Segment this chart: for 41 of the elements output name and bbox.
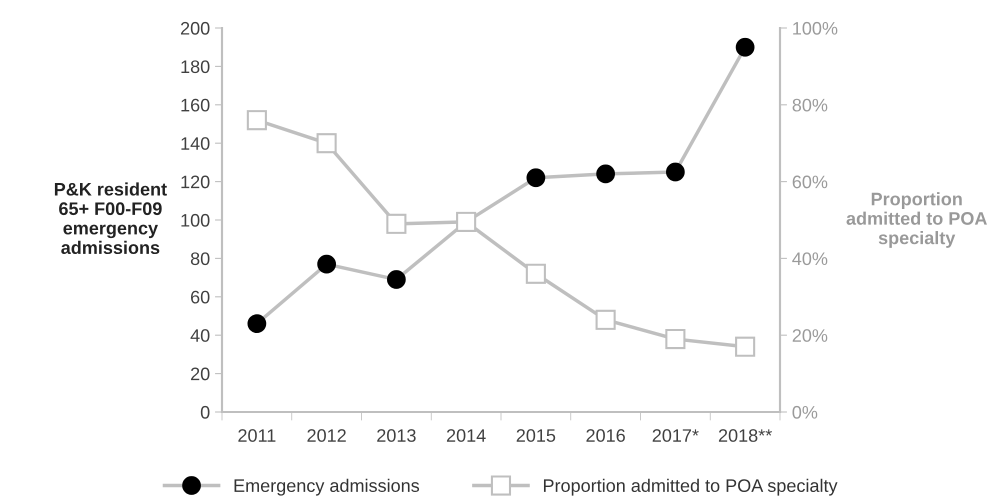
point <box>596 310 616 330</box>
point <box>526 168 546 188</box>
legend-label: Emergency admissions <box>234 478 420 496</box>
y-tick-label: 40 <box>190 329 210 342</box>
y2-tick-label: 40% <box>792 252 828 266</box>
x-tick-label: 2012 <box>307 429 346 442</box>
point <box>386 270 406 289</box>
point <box>317 254 336 274</box>
x-tick-label: 2013 <box>377 429 416 442</box>
point <box>596 164 616 184</box>
point <box>736 38 755 57</box>
y2-tick-label: 60% <box>792 176 828 188</box>
y-tick-label: 180 <box>181 60 210 74</box>
point <box>665 328 686 350</box>
y-tick-label: 80 <box>190 252 210 266</box>
y2-tick-label: 20% <box>792 329 828 342</box>
point <box>526 264 546 284</box>
x-tick-label: 2015 <box>516 429 556 442</box>
y-tick-label: 120 <box>181 176 210 188</box>
y2-tick-label: 0% <box>792 406 818 419</box>
y-axis-title: P&K resident 65+ F00-F09 emergency admissions <box>54 182 167 254</box>
x-tick-label: 2017* <box>652 429 699 442</box>
x-tick-label: 2011 <box>238 429 276 442</box>
y-tick-label: 160 <box>181 98 210 112</box>
y-tick-label: 100 <box>181 214 210 227</box>
x-tick-label: 2018** <box>718 429 772 442</box>
y-tick-label: 200 <box>180 22 210 35</box>
x-tick-label: 2014 <box>446 429 486 442</box>
y-tick-label: 140 <box>181 137 210 150</box>
x-tick-label: 2016 <box>586 429 625 442</box>
y-tick-label: 60 <box>191 290 210 304</box>
y2-tick-label: 80% <box>792 98 828 112</box>
y-tick-label: 20 <box>191 368 210 380</box>
point <box>666 162 685 182</box>
legend-label: Proportion admitted to POA specialty <box>544 478 838 496</box>
y2-tick-label: 100% <box>793 22 838 35</box>
y-tick-label: 0 <box>200 406 210 419</box>
point <box>386 214 406 234</box>
point <box>316 133 337 154</box>
point <box>247 314 266 334</box>
y2-axis-title: Proportion admitted to POA specialty <box>846 192 987 248</box>
